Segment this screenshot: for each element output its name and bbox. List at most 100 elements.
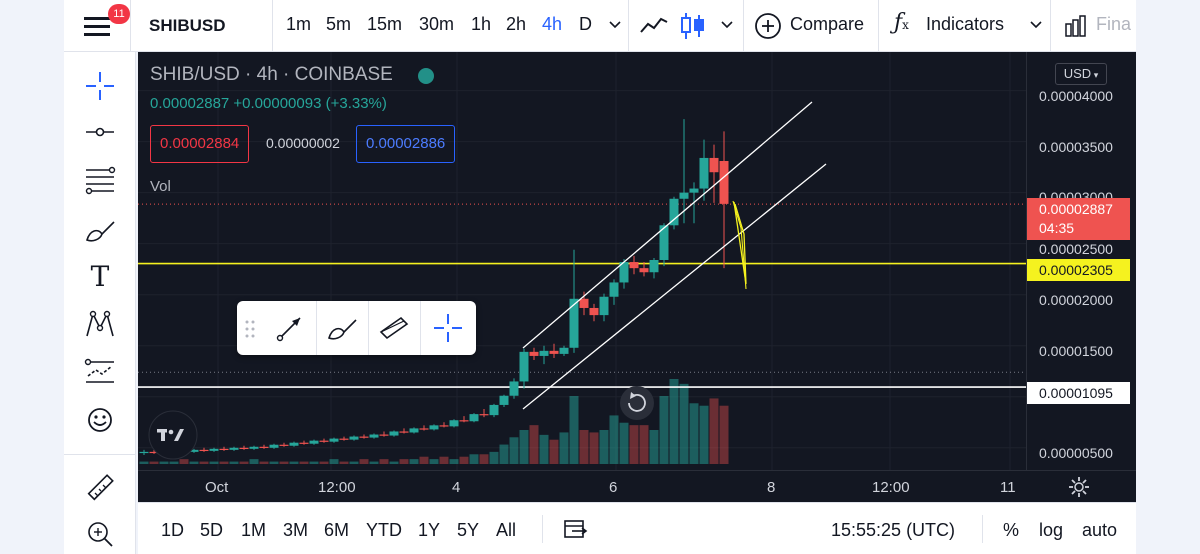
measure-tool[interactable] bbox=[82, 470, 118, 506]
time-tick: 4 bbox=[452, 479, 461, 496]
volume-bar bbox=[339, 461, 349, 464]
candle-body bbox=[479, 414, 489, 416]
range-3m[interactable]: 3M bbox=[283, 520, 309, 540]
menu-button[interactable]: 11 bbox=[64, 0, 130, 52]
range-6m[interactable]: 6M bbox=[324, 520, 350, 540]
timeframe-1h[interactable]: 1h bbox=[471, 14, 492, 34]
candle-body bbox=[289, 442, 299, 446]
candle-body bbox=[559, 347, 569, 354]
chevron-down-icon[interactable] bbox=[608, 18, 622, 32]
range-1d[interactable]: 1D bbox=[161, 520, 185, 540]
candle-body bbox=[629, 262, 639, 269]
price-axis[interactable]: USD ▾ 0.00004000 0.00003500 0.00003000 0… bbox=[1026, 52, 1136, 470]
icon-tool[interactable] bbox=[82, 402, 118, 438]
timeframe-d[interactable]: D bbox=[579, 14, 592, 34]
pattern-icon bbox=[86, 310, 114, 337]
range-5y[interactable]: 5Y bbox=[457, 520, 480, 540]
volume-bar bbox=[379, 459, 389, 464]
parallel-channel-button[interactable] bbox=[374, 310, 414, 346]
candle-body bbox=[439, 425, 449, 427]
buy-price-button[interactable]: 0.00002886 bbox=[356, 125, 456, 163]
volume-bar bbox=[369, 461, 379, 464]
volume-bar bbox=[589, 432, 599, 464]
crosshair-button[interactable] bbox=[428, 310, 468, 346]
chevron-down-icon[interactable] bbox=[1029, 18, 1043, 32]
range-5d[interactable]: 5D bbox=[200, 520, 224, 540]
timeframe-30m[interactable]: 30m bbox=[419, 14, 455, 34]
go-to-date-icon[interactable] bbox=[562, 516, 588, 542]
divider bbox=[1050, 0, 1051, 52]
zoom-tool[interactable] bbox=[82, 516, 118, 552]
sell-price-button[interactable]: 0.00002884 bbox=[150, 125, 250, 163]
plus-circle-icon[interactable] bbox=[754, 12, 782, 40]
channel-lower-line[interactable] bbox=[522, 163, 827, 410]
chevron-down-icon[interactable] bbox=[720, 18, 734, 32]
indicators-fx-icon[interactable]: ƒx bbox=[894, 10, 909, 35]
ruler-icon bbox=[87, 474, 114, 501]
log-scale-toggle[interactable]: log bbox=[1039, 520, 1064, 540]
drawing-toolbar: T bbox=[64, 52, 136, 554]
scroll-to-realtime-button[interactable] bbox=[620, 386, 654, 420]
volume-legend[interactable]: Vol bbox=[150, 178, 171, 195]
utc-clock[interactable]: 15:55:25 (UTC) bbox=[831, 520, 956, 540]
range-all[interactable]: All bbox=[496, 520, 517, 540]
candle-body bbox=[339, 438, 349, 440]
currency-dropdown[interactable]: USD ▾ bbox=[1055, 63, 1107, 85]
volume-bar bbox=[349, 461, 359, 464]
candle-body bbox=[319, 440, 329, 442]
volume-bar bbox=[659, 396, 669, 464]
compare-button[interactable]: Compare bbox=[790, 14, 865, 34]
symbol-search-button[interactable]: SHIBUSD bbox=[149, 16, 226, 35]
prediction-tool[interactable] bbox=[82, 354, 118, 390]
text-tool[interactable]: T bbox=[82, 258, 118, 294]
chart-pane[interactable]: SHIB/USD · 4h · COINBASE 0.00002887 +0.0… bbox=[138, 52, 1136, 502]
tradingview-logo[interactable] bbox=[148, 410, 198, 460]
volume-bar bbox=[719, 405, 729, 464]
horizontal-ray-tool[interactable] bbox=[82, 114, 118, 150]
pattern-tool[interactable] bbox=[82, 306, 118, 342]
brush-icon bbox=[328, 319, 357, 340]
percent-scale-toggle[interactable]: % bbox=[1003, 520, 1020, 540]
drag-handle-icon[interactable] bbox=[245, 320, 255, 338]
auto-scale-toggle[interactable]: auto bbox=[1082, 520, 1118, 540]
chart-canvas[interactable] bbox=[138, 52, 1136, 502]
bar-countdown: 04:35 bbox=[1039, 220, 1075, 236]
financials-button[interactable]: Fina bbox=[1096, 14, 1132, 34]
financials-icon[interactable] bbox=[1064, 14, 1088, 38]
channel-upper-line[interactable] bbox=[522, 101, 813, 349]
timeframe-5m[interactable]: 5m bbox=[326, 14, 352, 34]
fib-tool[interactable] bbox=[82, 162, 118, 198]
text-icon: T bbox=[90, 259, 110, 293]
candle-body bbox=[409, 428, 419, 433]
timeframe-1m[interactable]: 1m bbox=[286, 14, 312, 34]
candles-icon[interactable] bbox=[680, 11, 706, 41]
time-axis[interactable]: Oct 12:00 4 6 8 12:00 11 bbox=[138, 470, 1136, 502]
time-tick: Oct bbox=[205, 479, 229, 496]
trend-line-button[interactable] bbox=[270, 310, 310, 346]
currency-label: USD bbox=[1063, 66, 1092, 81]
market-status-dot[interactable] bbox=[418, 68, 434, 84]
timeframe-4h[interactable]: 4h bbox=[542, 14, 563, 34]
divider bbox=[64, 454, 136, 455]
brush-tool[interactable] bbox=[82, 212, 118, 248]
legend-title[interactable]: SHIB/USD · 4h · COINBASE bbox=[150, 64, 393, 85]
brush-button[interactable] bbox=[322, 310, 362, 346]
yellow-pen-stroke[interactable] bbox=[732, 200, 747, 290]
settings-gear-icon[interactable] bbox=[1068, 476, 1090, 498]
crosshair-tool[interactable] bbox=[82, 68, 118, 104]
horizontal-lines[interactable] bbox=[138, 203, 1026, 388]
candle-body bbox=[219, 448, 229, 451]
volume-bar bbox=[179, 459, 189, 464]
timeframe-2h[interactable]: 2h bbox=[506, 14, 527, 34]
candle-body bbox=[259, 446, 269, 448]
timeframe-15m[interactable]: 15m bbox=[367, 14, 403, 34]
range-ytd[interactable]: YTD bbox=[366, 520, 402, 540]
yellow-pen-stroke[interactable] bbox=[733, 201, 747, 285]
volume-bar bbox=[429, 459, 439, 464]
range-1m[interactable]: 1M bbox=[241, 520, 267, 540]
volume-bar bbox=[189, 461, 199, 464]
range-1y[interactable]: 1Y bbox=[418, 520, 441, 540]
indicators-button[interactable]: Indicators bbox=[926, 14, 1005, 34]
line-chart-icon[interactable] bbox=[639, 12, 669, 38]
user-drawings[interactable] bbox=[522, 101, 827, 410]
